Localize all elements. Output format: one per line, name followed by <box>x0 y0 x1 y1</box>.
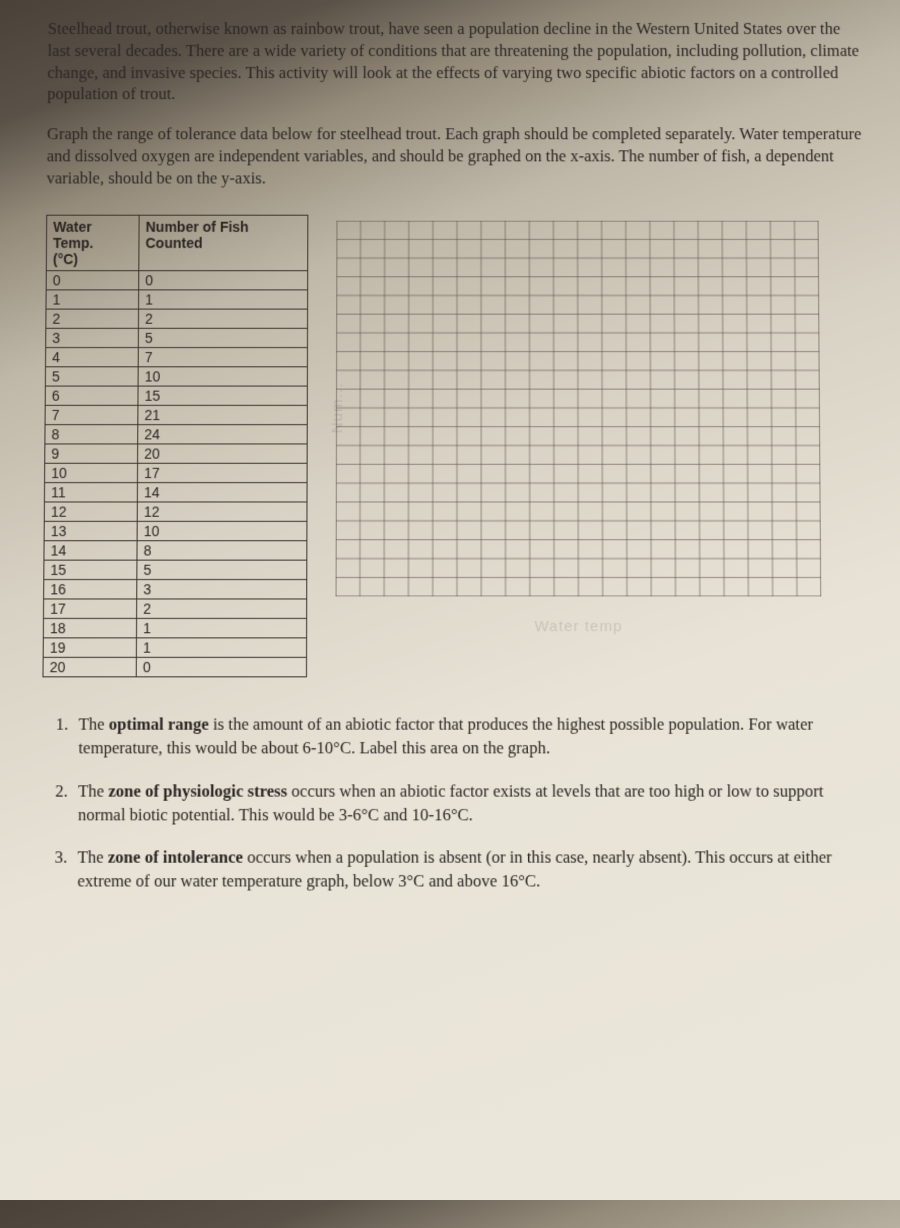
cell-fish: 12 <box>137 502 307 521</box>
table-row: 191 <box>43 638 306 657</box>
table-row: 824 <box>45 425 307 444</box>
table-header-fish: Number of FishCounted <box>139 216 308 271</box>
cell-temp: 5 <box>45 367 138 386</box>
table-row: 200 <box>43 658 307 677</box>
table-row: 1212 <box>44 502 307 521</box>
question-item: The optimal range is the amount of an ab… <box>72 713 868 761</box>
instructions-paragraph: Graph the range of tolerance data below … <box>46 123 863 189</box>
table-row: 1310 <box>44 522 307 541</box>
cell-fish: 14 <box>137 483 307 502</box>
question-term: optimal range <box>109 715 209 735</box>
cell-fish: 17 <box>137 464 307 483</box>
table-row: 47 <box>46 348 308 367</box>
cell-temp: 20 <box>43 658 136 677</box>
cell-fish: 0 <box>136 658 306 677</box>
cell-temp: 12 <box>44 502 137 521</box>
table-row: 11 <box>46 290 308 309</box>
table-row: 22 <box>46 309 308 328</box>
cell-fish: 24 <box>138 425 308 444</box>
graph-area: Num... Water temp <box>336 215 867 597</box>
cell-fish: 10 <box>138 367 307 386</box>
question-item: The zone of physiologic stress occurs wh… <box>72 779 869 827</box>
cell-fish: 10 <box>137 522 307 541</box>
data-table: WaterTemp.(°C) Number of FishCounted 001… <box>42 215 308 678</box>
cell-temp: 6 <box>45 386 138 405</box>
cell-temp: 14 <box>44 541 137 560</box>
table-row: 155 <box>44 560 307 579</box>
cell-fish: 2 <box>138 309 307 328</box>
data-and-grid-row: WaterTemp.(°C) Number of FishCounted 001… <box>42 215 867 678</box>
table-row: 1017 <box>45 464 308 483</box>
graph-grid: Num... Water temp <box>336 221 822 597</box>
worksheet-paper: Steelhead trout, otherwise known as rain… <box>7 0 900 1228</box>
table-header-temp: WaterTemp.(°C) <box>46 216 139 271</box>
cell-temp: 11 <box>44 483 137 502</box>
y-axis-faint-label: Num... <box>328 383 345 434</box>
cell-temp: 1 <box>46 290 139 309</box>
table-row: 920 <box>45 444 307 463</box>
cell-temp: 13 <box>44 522 137 541</box>
cell-fish: 5 <box>138 329 307 348</box>
questions-list: The optimal range is the amount of an ab… <box>41 713 869 893</box>
cell-temp: 19 <box>43 638 136 657</box>
table-row: 00 <box>46 271 308 290</box>
x-axis-faint-label: Water temp <box>534 618 622 635</box>
table-row: 510 <box>45 367 307 386</box>
cell-temp: 15 <box>44 560 137 579</box>
cell-temp: 9 <box>45 444 138 463</box>
table-row: 163 <box>44 580 307 599</box>
cell-temp: 16 <box>44 580 137 599</box>
table-row: 148 <box>44 541 307 560</box>
cell-fish: 1 <box>136 638 306 657</box>
cell-temp: 3 <box>46 329 139 348</box>
intro-paragraph: Steelhead trout, otherwise known as rain… <box>47 18 863 105</box>
cell-fish: 7 <box>138 348 307 367</box>
cell-fish: 5 <box>137 560 307 579</box>
table-row: 615 <box>45 386 307 405</box>
cell-temp: 7 <box>45 406 138 425</box>
cell-fish: 2 <box>137 599 307 618</box>
cell-temp: 4 <box>46 348 139 367</box>
question-item: The zone of intolerance occurs when a po… <box>71 845 869 893</box>
cell-fish: 1 <box>136 619 306 638</box>
table-row: 721 <box>45 406 307 425</box>
cell-fish: 21 <box>138 406 307 425</box>
cell-fish: 20 <box>138 444 308 463</box>
cell-fish: 3 <box>137 580 307 599</box>
cell-temp: 17 <box>43 599 136 618</box>
cell-temp: 8 <box>45 425 138 444</box>
cell-fish: 1 <box>139 290 308 309</box>
cell-temp: 10 <box>45 464 138 483</box>
question-term: zone of physiologic stress <box>108 781 287 801</box>
table-row: 181 <box>43 619 306 638</box>
cell-temp: 18 <box>43 619 136 638</box>
cell-fish: 8 <box>137 541 307 560</box>
table-row: 172 <box>43 599 306 618</box>
table-row: 1114 <box>44 483 307 502</box>
question-term: zone of intolerance <box>108 847 243 867</box>
table-row: 35 <box>46 329 308 348</box>
cell-temp: 2 <box>46 309 139 328</box>
cell-temp: 0 <box>46 271 139 290</box>
cell-fish: 15 <box>138 386 307 405</box>
cell-fish: 0 <box>139 271 308 290</box>
